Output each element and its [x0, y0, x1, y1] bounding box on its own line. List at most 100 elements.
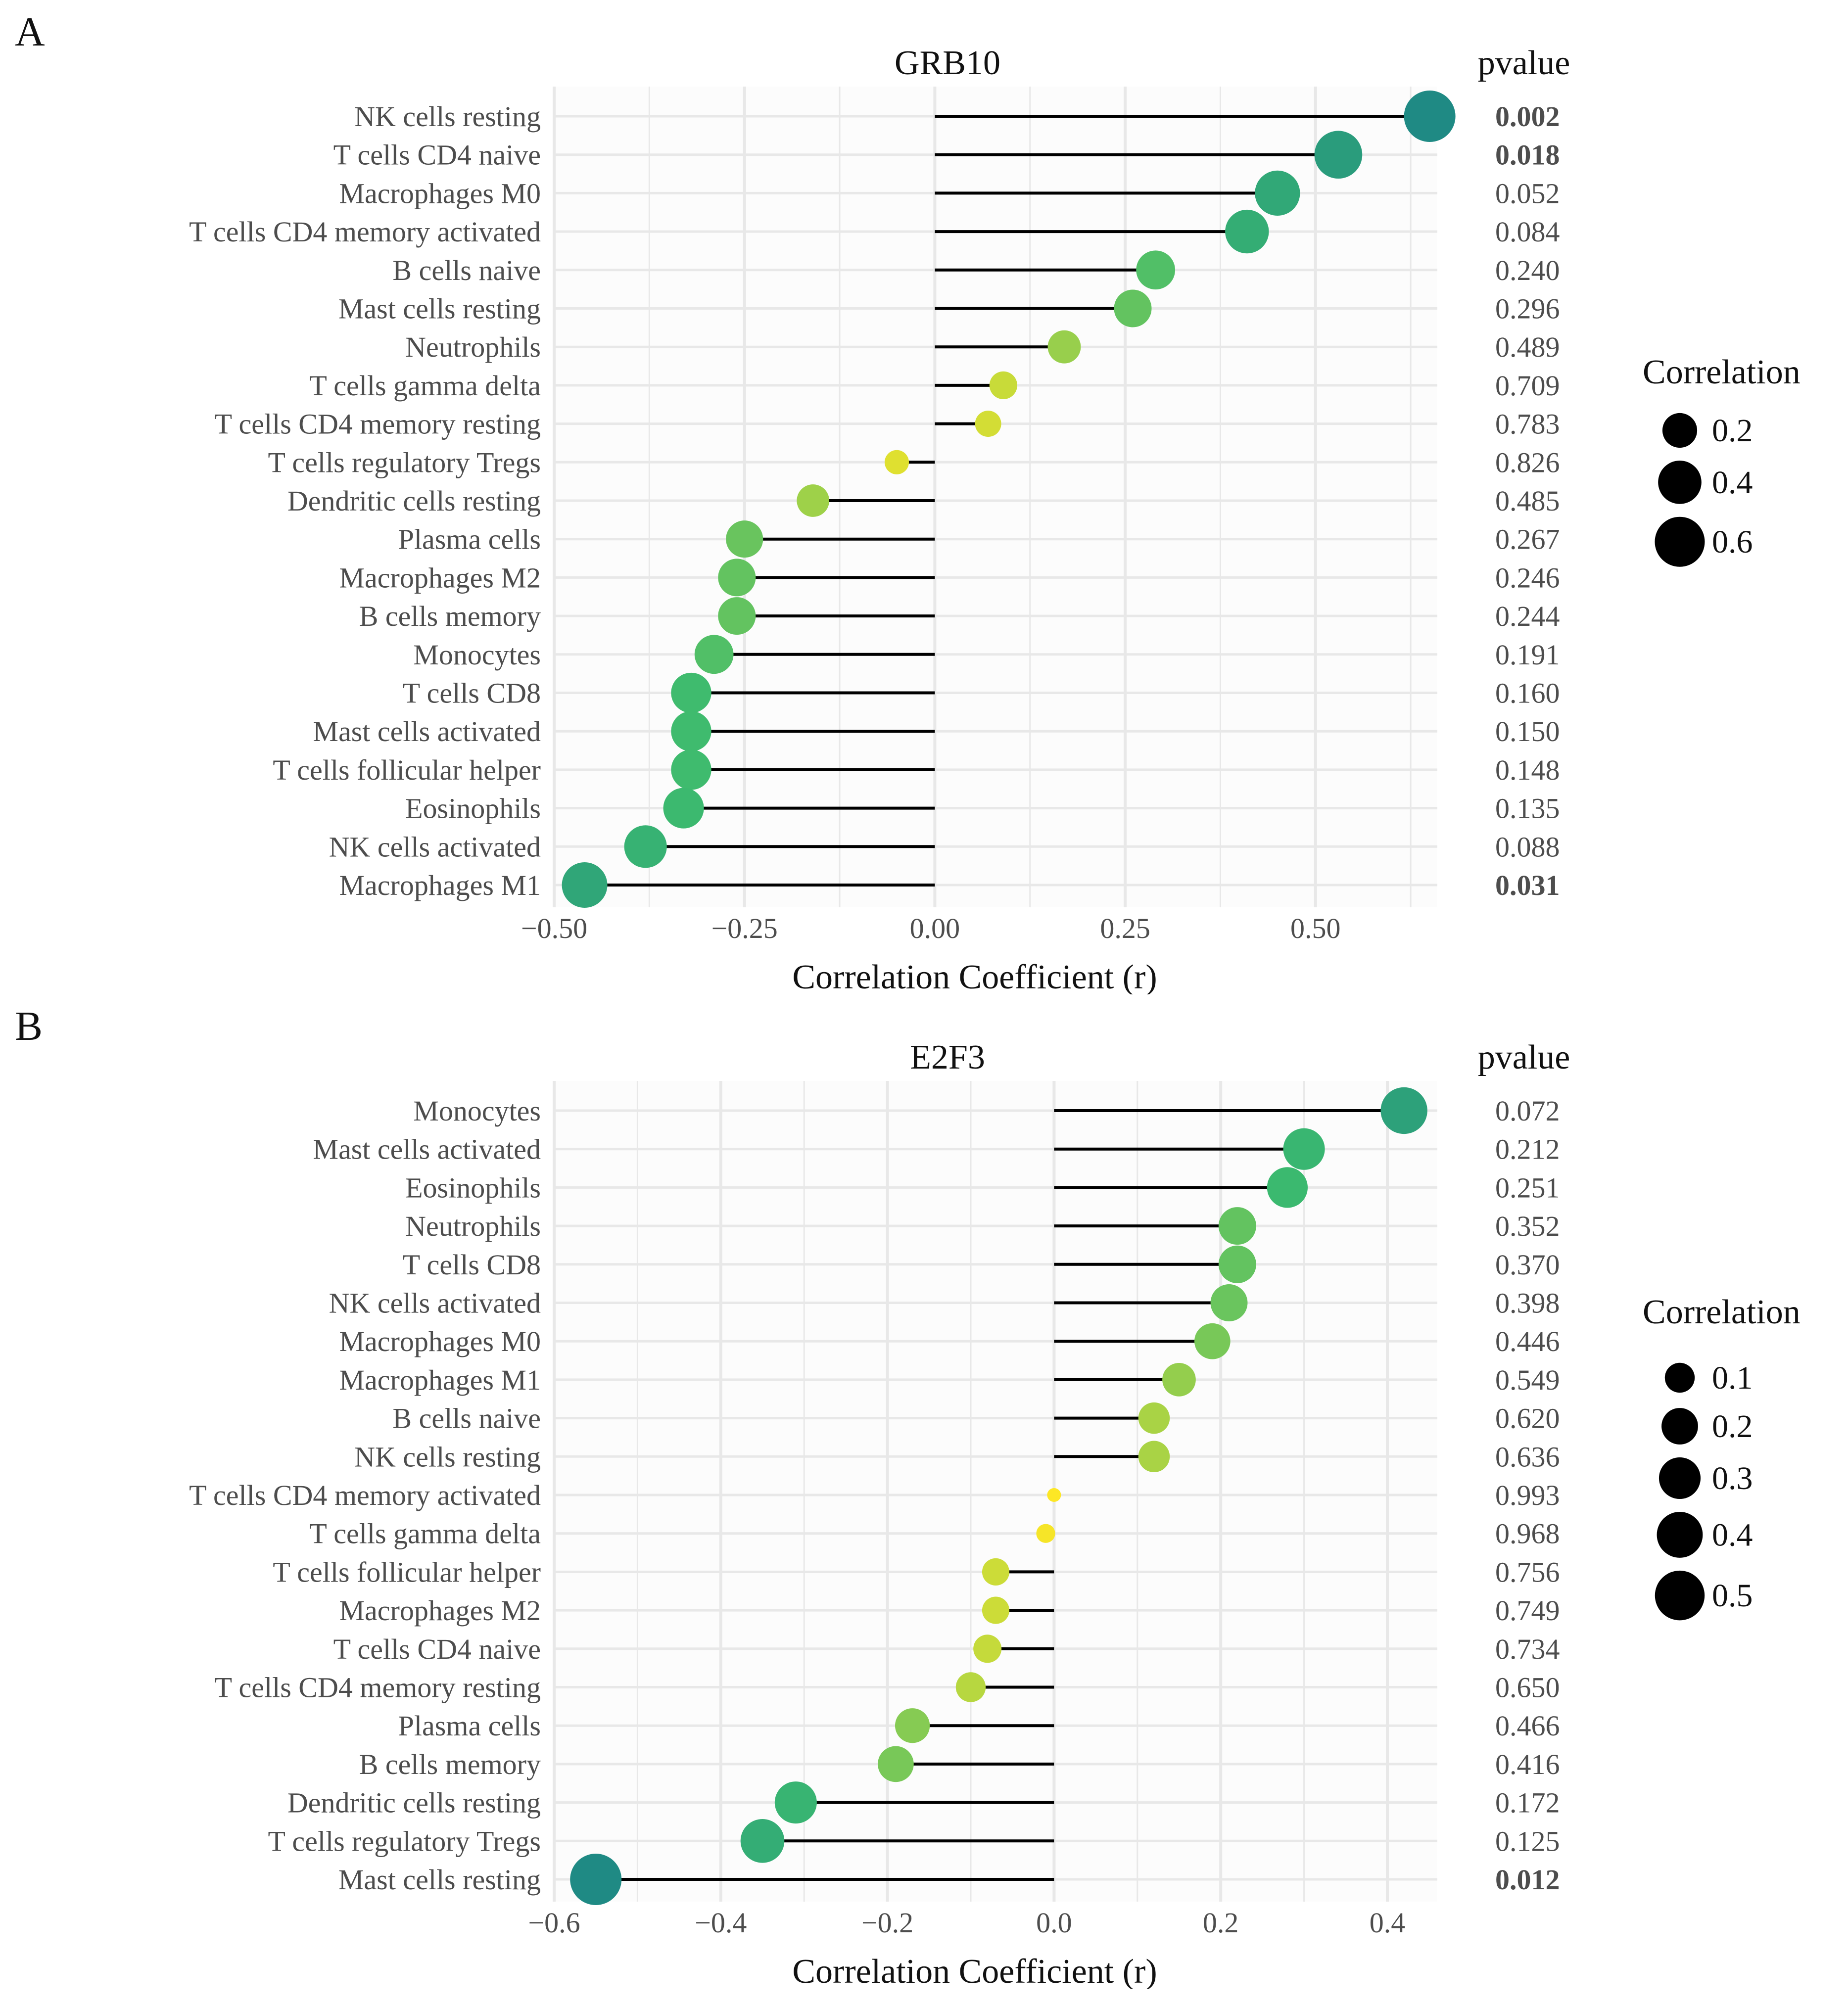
x-tick-label: 0.0: [1036, 1907, 1072, 1939]
lollipop-point: [1225, 209, 1269, 254]
pvalue-label: 0.734: [1495, 1633, 1560, 1665]
x-tick-label: 0.00: [910, 912, 960, 944]
pvalue-label: 0.968: [1495, 1518, 1560, 1550]
legend-size-label: 0.4: [1712, 1517, 1753, 1553]
pvalue-label: 0.296: [1495, 293, 1560, 325]
lollipop-point: [774, 1781, 817, 1824]
category-label: NK cells activated: [329, 1287, 541, 1319]
category-label: Macrophages M1: [339, 869, 541, 901]
legend-size-label: 0.4: [1712, 465, 1753, 501]
category-label: T cells CD4 naive: [333, 139, 541, 171]
lollipop-point: [1210, 1284, 1248, 1321]
pvalue-label: 0.549: [1495, 1364, 1560, 1396]
pvalue-label: 0.352: [1495, 1210, 1560, 1242]
category-label: Mast cells activated: [313, 1133, 541, 1166]
legend-size-label: 0.2: [1712, 413, 1753, 449]
legend-size-key: [1655, 1570, 1705, 1621]
category-label: T cells CD4 naive: [333, 1633, 541, 1665]
pvalue-label: 0.148: [1495, 754, 1560, 786]
lollipop-point: [1036, 1524, 1055, 1543]
pvalue-label: 0.160: [1495, 677, 1560, 709]
category-label: Monocytes: [413, 1095, 541, 1127]
x-axis-title: Correlation Coefficient (r): [792, 1953, 1157, 1989]
chart-svg: GRB10 pvalue −0.50 −0.25 0.00 0.25 0.50 NK ce…: [189, 44, 1801, 996]
lollipop-point: [1255, 170, 1300, 216]
pvalue-label: 0.191: [1495, 639, 1560, 671]
category-label: T cells regulatory Tregs: [268, 446, 541, 478]
legend-size-key: [1664, 1362, 1695, 1393]
lollipop-point: [1218, 1207, 1256, 1245]
panel-label: A: [15, 9, 45, 55]
lollipop-point: [982, 1558, 1010, 1586]
chart-svg: E2F3 pvalue −0.6 −0.4 −0.2 0.0 0.2 0.4 Monocyt…: [189, 1038, 1801, 1991]
category-label: NK cells resting: [354, 1441, 541, 1473]
lollipop-point: [570, 1854, 622, 1905]
legend-size-label: 0.1: [1712, 1360, 1753, 1396]
category-label: T cells follicular helper: [273, 1556, 541, 1588]
pvalue-label: 0.446: [1495, 1325, 1560, 1357]
category-label: T cells CD4 memory activated: [189, 216, 541, 248]
lollipop-point: [1136, 250, 1176, 290]
lollipop-point: [1404, 91, 1456, 142]
pvalue-label: 0.709: [1495, 370, 1560, 402]
pvalue-label: 0.018: [1495, 139, 1560, 171]
x-tick-label: 0.25: [1100, 912, 1150, 944]
lollipop-point: [989, 371, 1018, 400]
pvalue-label: 0.012: [1495, 1864, 1560, 1896]
legend-size-label: 0.3: [1712, 1460, 1753, 1496]
pvalue-label: 0.240: [1495, 254, 1560, 286]
legend-size-label: 0.2: [1712, 1408, 1753, 1445]
legend-size-label: 0.5: [1712, 1578, 1753, 1614]
lollipop-point: [1218, 1245, 1256, 1283]
category-label: T cells CD4 memory activated: [189, 1479, 541, 1511]
category-label: T cells CD8: [403, 677, 541, 709]
pvalue-label: 0.125: [1495, 1825, 1560, 1857]
category-label: B cells memory: [359, 600, 541, 632]
category-label: B cells naive: [392, 254, 541, 286]
legend-size-key: [1658, 1457, 1701, 1499]
category-label: Neutrophils: [405, 331, 541, 363]
pvalue-label: 0.489: [1495, 331, 1560, 363]
category-label: T cells regulatory Tregs: [268, 1825, 541, 1857]
lollipop-point: [1283, 1128, 1325, 1170]
x-tick-label: 0.2: [1203, 1907, 1239, 1939]
panel-label: B: [15, 1003, 43, 1049]
category-label: Dendritic cells resting: [287, 485, 541, 517]
pvalue-label: 0.084: [1495, 216, 1560, 248]
pvalue-label: 0.088: [1495, 831, 1560, 863]
pvalue-label: 0.416: [1495, 1748, 1560, 1780]
lollipop-point: [1314, 131, 1363, 179]
lollipop-point: [671, 711, 711, 751]
lollipop-point: [982, 1596, 1010, 1624]
category-label: B cells naive: [392, 1402, 541, 1435]
pvalue-label: 0.826: [1495, 446, 1560, 478]
pvalue-label: 0.485: [1495, 485, 1560, 517]
legend-size-key: [1655, 516, 1705, 567]
x-tick-label: −0.2: [861, 1907, 913, 1939]
legend-size-key: [1661, 1408, 1698, 1445]
x-tick-label: 0.4: [1370, 1907, 1406, 1939]
lollipop-point: [1114, 289, 1152, 327]
category-label: NK cells activated: [329, 831, 541, 863]
pvalue-label: 0.749: [1495, 1594, 1560, 1627]
chart-title: E2F3: [910, 1038, 985, 1076]
pvalue-label: 0.636: [1495, 1441, 1560, 1473]
pvalue-label: 0.172: [1495, 1787, 1560, 1819]
lollipop-point: [718, 597, 756, 635]
plot-area: −0.50 −0.25 0.00 0.25 0.50 NK cells resting 0.…: [189, 87, 1560, 944]
pvalue-label: 0.370: [1495, 1249, 1560, 1281]
pvalue-label: 0.620: [1495, 1402, 1560, 1435]
lollipop-point: [1138, 1402, 1170, 1434]
lollipop-point: [1138, 1441, 1170, 1473]
size-legend-title: Correlation: [1643, 353, 1801, 391]
pvalue-label: 0.398: [1495, 1287, 1560, 1319]
legend-size-key: [1657, 1512, 1703, 1558]
size-legend-title: Correlation: [1643, 1293, 1801, 1331]
category-label: Mast cells activated: [313, 715, 541, 747]
pvalue-label: 0.031: [1495, 869, 1560, 901]
category-label: Plasma cells: [398, 1710, 541, 1742]
x-tick-label: −0.50: [521, 912, 587, 944]
lollipop-point: [694, 635, 734, 674]
legend-size-key: [1658, 461, 1702, 504]
lollipop-point: [955, 1672, 986, 1702]
